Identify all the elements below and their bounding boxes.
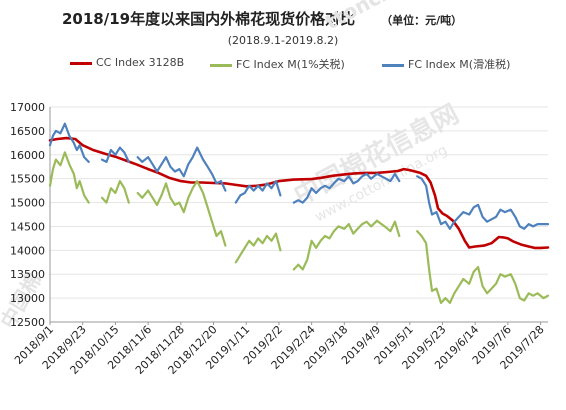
axes <box>49 107 548 325</box>
legend-label-fc2: FC Index M(滑准税) <box>408 58 511 71</box>
y-tick-labels: 12500 13000 13500 14000 14500 15000 15500 16000… <box>10 101 45 329</box>
y-tick-label: 13000 <box>10 292 45 305</box>
y-tick-label: 16500 <box>10 125 45 138</box>
legend-label-fc1: FC Index M(1%关税) <box>236 58 345 71</box>
legend-swatch-fc1 <box>210 63 232 67</box>
grid <box>50 106 548 323</box>
chart-legend: CC Index 3128B FC Index M(1%关税) FC Index… <box>70 56 550 72</box>
y-tick-label: 15500 <box>10 173 45 186</box>
series-lines <box>48 122 550 304</box>
legend-swatch-fc2 <box>382 63 404 67</box>
legend-item-cc: CC Index 3128B <box>70 56 184 69</box>
y-tick-label: 14500 <box>10 220 45 233</box>
y-tick-label: 12500 <box>10 316 45 329</box>
y-tick-label: 15000 <box>10 197 45 210</box>
watermark-top: ttonchina.org <box>321 0 468 34</box>
chart-unit: （单位：元/吨） <box>381 14 463 27</box>
y-tick-label: 17000 <box>10 101 45 114</box>
legend-label-cc: CC Index 3128B <box>96 56 185 69</box>
series-fc2-line <box>48 122 550 230</box>
x-tick-labels: 2018/9/12018/9/232018/10/152018/11/62018… <box>12 323 547 377</box>
series-fc1-line <box>48 151 550 304</box>
legend-item-fc1: FC Index M(1%关税) <box>210 56 345 72</box>
y-tick-label: 13500 <box>10 268 45 281</box>
legend-swatch-cc <box>70 61 92 65</box>
y-tick-label: 16000 <box>10 149 45 162</box>
y-tick-label: 14000 <box>10 244 45 257</box>
legend-item-fc2: FC Index M(滑准税) <box>382 56 510 72</box>
chart-subtitle: (2018.9.1-2019.8.2) <box>227 34 339 47</box>
chart-title-text: 2018/19年度以来国内外棉花现货价格对比 <box>62 10 356 28</box>
chart-title: 2018/19年度以来国内外棉花现货价格对比 （单位：元/吨） <box>0 8 566 29</box>
series-cc-line <box>48 136 550 250</box>
